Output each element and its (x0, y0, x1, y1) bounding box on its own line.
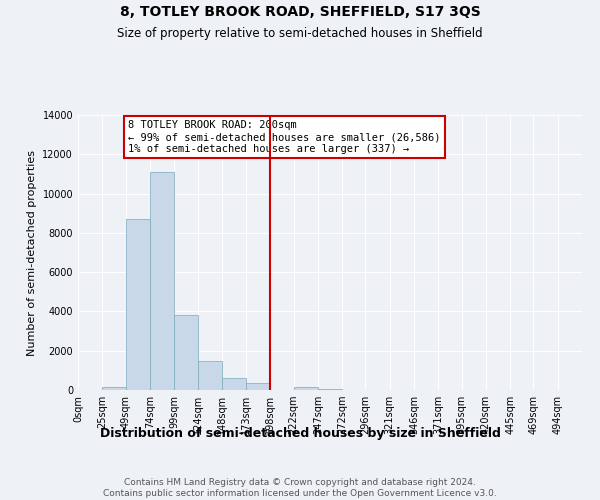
Text: Contains HM Land Registry data © Crown copyright and database right 2024.
Contai: Contains HM Land Registry data © Crown c… (103, 478, 497, 498)
Bar (125, 219, 150, 390)
Bar (174, 316, 199, 390)
Bar (246, 382, 270, 390)
Y-axis label: Number of semi-detached properties: Number of semi-detached properties (27, 150, 37, 356)
Text: 8 TOTLEY BROOK ROAD: 200sqm
← 99% of semi-detached houses are smaller (26,586)
1: 8 TOTLEY BROOK ROAD: 200sqm ← 99% of sem… (128, 120, 441, 154)
Bar (222, 378, 246, 390)
Bar (150, 172, 174, 390)
Bar (102, 387, 125, 390)
Text: Size of property relative to semi-detached houses in Sheffield: Size of property relative to semi-detach… (117, 28, 483, 40)
Text: Distribution of semi-detached houses by size in Sheffield: Distribution of semi-detached houses by … (100, 428, 500, 440)
Bar (318, 389, 342, 390)
Bar (293, 386, 318, 390)
Text: 8, TOTLEY BROOK ROAD, SHEFFIELD, S17 3QS: 8, TOTLEY BROOK ROAD, SHEFFIELD, S17 3QS (119, 5, 481, 19)
Bar (199, 360, 222, 390)
